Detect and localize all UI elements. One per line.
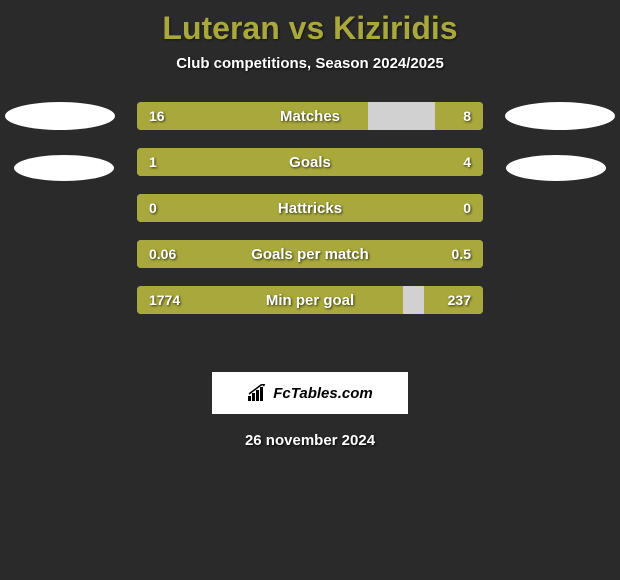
logo-box[interactable]: FcTables.com (212, 372, 408, 414)
bar-row: 168Matches (137, 102, 483, 130)
logo-inner: FcTables.com (247, 384, 372, 402)
chart-icon (247, 384, 269, 402)
subtitle: Club competitions, Season 2024/2025 (0, 55, 620, 72)
chart-area: 168Matches 14Goals 00Hattricks 0.060.5Goals… (0, 102, 620, 362)
date-text: 26 november 2024 (0, 432, 620, 449)
bars-wrapper: 168Matches 14Goals 00Hattricks 0.060.5Goals… (0, 102, 620, 314)
bar-label: Min per goal (137, 286, 483, 314)
bar-label: Hattricks (137, 194, 483, 222)
player-right-badge-2 (506, 155, 606, 181)
bar-label: Matches (137, 102, 483, 130)
bar-row: 14Goals (137, 148, 483, 176)
bar-label: Goals (137, 148, 483, 176)
page-title: Luteran vs Kiziridis (0, 10, 620, 47)
bar-row: 0.060.5Goals per match (137, 240, 483, 268)
bar-row: 1774237Min per goal (137, 286, 483, 314)
logo-text: FcTables.com (273, 385, 372, 402)
comparison-container: Luteran vs Kiziridis Club competitions, … (0, 0, 620, 449)
bar-label: Goals per match (137, 240, 483, 268)
player-left-badge-2 (14, 155, 114, 181)
player-right-badge-1 (505, 102, 615, 130)
bar-row: 00Hattricks (137, 194, 483, 222)
player-left-badge-1 (5, 102, 115, 130)
